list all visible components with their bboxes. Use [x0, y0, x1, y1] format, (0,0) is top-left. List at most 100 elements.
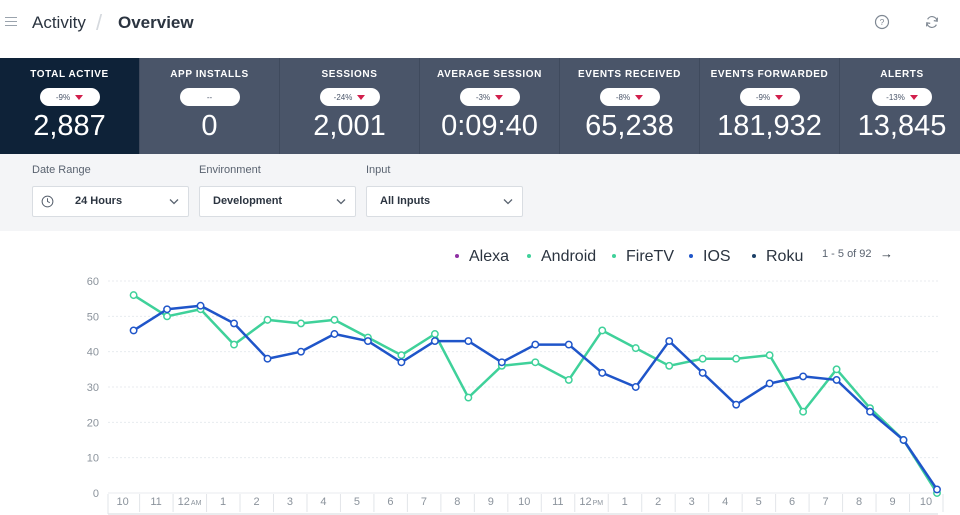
menu-icon[interactable] [5, 17, 17, 27]
kpi-change: -3% [475, 92, 491, 102]
data-point-android [765, 351, 774, 360]
x-tick-label: 5 [756, 496, 762, 508]
data-point-android [698, 354, 707, 363]
x-tick-label: 2 [655, 496, 661, 508]
data-point-ios [196, 301, 205, 310]
data-point-android [397, 351, 406, 360]
legend-item-firetv[interactable]: FireTV [612, 248, 674, 266]
x-tick-label: 11 [150, 496, 161, 508]
kpi-label: APP INSTALLS [170, 69, 249, 80]
x-tick-label: 10 [920, 496, 932, 508]
legend-dot [612, 253, 616, 258]
data-point-ios [297, 347, 305, 356]
data-point-ios [397, 358, 406, 367]
y-tick-label: 10 [87, 453, 99, 465]
kpi-change-badge: -8% [599, 88, 660, 106]
kpi-value: 0 [201, 110, 218, 142]
x-tick-label: 11 [552, 496, 563, 508]
data-point-android [297, 319, 305, 328]
y-tick-label: 30 [87, 382, 99, 394]
data-point-android [129, 291, 138, 300]
data-point-android [330, 315, 339, 324]
kpi-value: 13,845 [857, 110, 947, 142]
date-range-value: 24 Hours [75, 195, 123, 207]
kpi-label: AVERAGE SESSION [437, 69, 542, 80]
kpi-value: 2,001 [313, 110, 386, 142]
legend-dot [689, 253, 693, 258]
y-tick-label: 20 [87, 417, 99, 429]
data-point-android [464, 393, 473, 402]
data-point-ios [698, 368, 707, 377]
data-point-ios [330, 330, 339, 338]
kpi-value: 181,932 [717, 110, 822, 142]
clock-icon [41, 195, 54, 208]
x-tick-label: 4 [722, 496, 728, 508]
x-tick-label: 5 [354, 496, 360, 508]
down-arrow-icon [775, 94, 784, 100]
data-point-android [598, 326, 607, 335]
legend-item-ios[interactable]: IOS [689, 248, 731, 266]
data-point-ios [598, 368, 607, 377]
legend-pager: 1 - 5 of 92 [822, 248, 872, 260]
data-point-ios [363, 337, 372, 346]
chevron-down-icon [503, 199, 513, 205]
chevron-down-icon [169, 199, 179, 205]
refresh-icon[interactable] [924, 14, 940, 30]
data-point-android [163, 312, 172, 321]
y-tick-label: 0 [93, 488, 99, 500]
data-point-ios [899, 436, 908, 444]
kpi-label: EVENTS FORWARDED [710, 69, 829, 80]
input-select[interactable]: All Inputs [366, 186, 523, 217]
data-point-android [263, 315, 272, 324]
legend-label: IOS [703, 248, 731, 265]
arrow-right-icon[interactable]: → [880, 246, 893, 261]
data-point-ios [163, 305, 172, 314]
input-value: All Inputs [380, 195, 431, 207]
environment-select[interactable]: Development [199, 186, 356, 217]
kpi-change: -13% [886, 92, 905, 102]
page-title: Overview [118, 13, 194, 32]
legend-dot [752, 253, 756, 258]
kpi-label: EVENTS RECEIVED [578, 69, 681, 80]
kpi-app-installs[interactable]: APP INSTALLS -- 0 [140, 58, 280, 154]
breadcrumb-separator: / [96, 10, 103, 35]
kpi-sessions[interactable]: SESSIONS -24% 2,001 [280, 58, 420, 154]
data-point-android [531, 358, 540, 367]
kpi-bar: TOTAL ACTIVE -9% 2,887 APP INSTALLS -- 0… [0, 58, 960, 154]
date-range-label: Date Range [32, 164, 91, 176]
kpi-events-forwarded[interactable]: EVENTS FORWARDED -9% 181,932 [700, 58, 840, 154]
data-point-ios [732, 400, 741, 409]
chevron-down-icon [336, 199, 346, 205]
kpi-average-session[interactable]: AVERAGE SESSION -3% 0:09:40 [420, 58, 560, 154]
x-tick-label: 7 [823, 496, 829, 508]
data-point-ios [430, 337, 439, 346]
legend-item-roku[interactable]: Roku [752, 248, 803, 266]
x-tick-label: 2 [253, 496, 259, 508]
x-tick-label: 6 [387, 496, 393, 508]
environment-label: Environment [199, 164, 261, 176]
data-point-android [665, 361, 674, 370]
legend-item-alexa[interactable]: Alexa [455, 248, 509, 266]
kpi-events-received[interactable]: EVENTS RECEIVED -8% 65,238 [560, 58, 700, 154]
x-tick-label: 1 [622, 496, 628, 508]
kpi-change: -9% [55, 92, 71, 102]
x-tick-label: 12PM [579, 496, 603, 508]
legend-item-android[interactable]: Android [527, 248, 596, 266]
help-circle-icon[interactable]: ? [874, 14, 890, 30]
data-point-ios [866, 407, 874, 416]
x-tick-label: 8 [454, 496, 460, 508]
svg-text:?: ? [880, 17, 885, 27]
kpi-change: -8% [615, 92, 631, 102]
legend-label: Roku [766, 248, 804, 265]
y-tick-label: 40 [87, 347, 99, 359]
legend-label: FireTV [626, 248, 674, 265]
data-point-android [631, 344, 640, 353]
date-range-select[interactable]: 24 Hours [32, 186, 189, 217]
kpi-change-badge: -- [179, 88, 240, 106]
kpi-value: 2,887 [33, 110, 106, 142]
series-line-ios [132, 304, 939, 491]
legend-label: Alexa [469, 248, 510, 265]
kpi-alerts[interactable]: ALERTS -13% 13,845 [840, 58, 960, 154]
kpi-total-active[interactable]: TOTAL ACTIVE -9% 2,887 [0, 58, 140, 154]
breadcrumb-activity[interactable]: Activity [32, 13, 86, 32]
